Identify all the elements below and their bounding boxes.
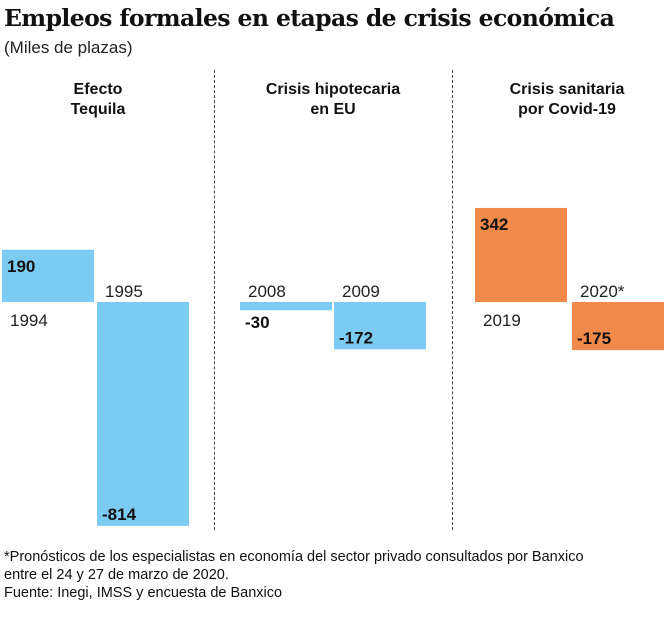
chart-title: Empleos formales en etapas de crisis eco… — [4, 4, 615, 32]
bar-2019 — [475, 207, 567, 302]
panel-separator — [214, 70, 215, 530]
value-label: -30 — [245, 313, 270, 332]
category-label: 1995 — [105, 282, 143, 301]
category-label: 2008 — [248, 282, 286, 301]
bar-1994 — [2, 249, 94, 302]
bar-2020* — [572, 302, 664, 351]
panel-title-hipotecaria: Crisis hipotecaria en EU — [233, 80, 433, 120]
footnote-line: entre el 24 y 27 de marzo de 2020. — [4, 567, 229, 583]
value-label: 342 — [480, 215, 508, 234]
value-label: -175 — [577, 329, 611, 348]
panel-separator — [452, 70, 453, 530]
chart-subtitle: (Miles de plazas) — [4, 38, 133, 57]
panel-title-line: Tequila — [70, 101, 126, 118]
value-label: -172 — [339, 328, 373, 347]
source-note: Fuente: Inegi, IMSS y encuesta de Banxic… — [4, 585, 283, 601]
value-label: 190 — [7, 257, 35, 276]
bar-2008 — [240, 302, 332, 311]
footnote: *Pronósticos de los especialistas en eco… — [4, 548, 584, 602]
bar-1995 — [97, 302, 189, 526]
panel-title-covid: Crisis sanitaria por Covid-19 — [467, 80, 666, 120]
panel-title-line: en EU — [310, 101, 356, 118]
category-label: 2009 — [342, 282, 380, 301]
category-label: 1994 — [10, 311, 48, 330]
panel-title-line: Crisis sanitaria — [509, 81, 625, 98]
panel-title-line: Crisis hipotecaria — [265, 81, 401, 98]
bar-2009 — [334, 302, 426, 350]
footnote-line: *Pronósticos de los especialistas en eco… — [4, 549, 584, 565]
category-label: 2019 — [483, 311, 521, 330]
value-label: -814 — [102, 505, 137, 524]
panel-title-line: por Covid-19 — [518, 101, 616, 118]
panel-title-tequila: Efecto Tequila — [0, 80, 198, 120]
category-label: 2020* — [580, 282, 625, 301]
panel-title-line: Efecto — [73, 81, 123, 98]
